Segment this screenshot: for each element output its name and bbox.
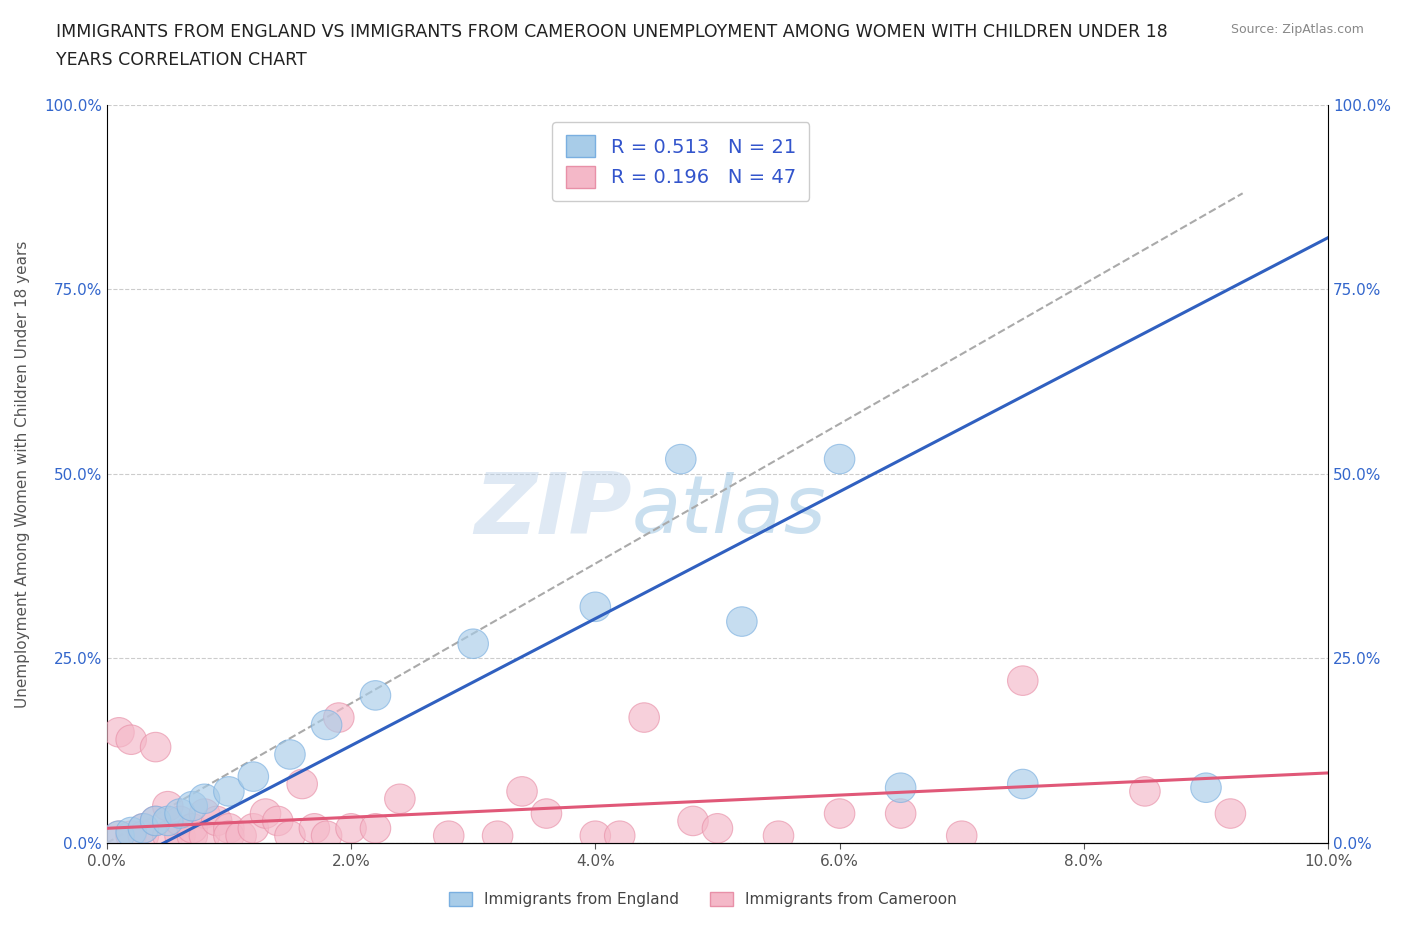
Ellipse shape	[299, 814, 329, 844]
Ellipse shape	[201, 806, 232, 836]
Text: Source: ZipAtlas.com: Source: ZipAtlas.com	[1230, 23, 1364, 36]
Ellipse shape	[360, 681, 391, 711]
Ellipse shape	[274, 821, 305, 850]
Ellipse shape	[238, 814, 269, 844]
Ellipse shape	[263, 806, 292, 836]
Ellipse shape	[678, 806, 709, 836]
Text: IMMIGRANTS FROM ENGLAND VS IMMIGRANTS FROM CAMEROON UNEMPLOYMENT AMONG WOMEN WIT: IMMIGRANTS FROM ENGLAND VS IMMIGRANTS FR…	[56, 23, 1168, 41]
Ellipse shape	[115, 821, 146, 850]
Ellipse shape	[824, 799, 855, 829]
Ellipse shape	[141, 806, 172, 836]
Ellipse shape	[727, 606, 758, 636]
Ellipse shape	[153, 806, 183, 836]
Text: ZIP: ZIP	[474, 470, 631, 552]
Ellipse shape	[665, 445, 696, 474]
Legend: Immigrants from England, Immigrants from Cameroon: Immigrants from England, Immigrants from…	[443, 885, 963, 913]
Ellipse shape	[190, 784, 219, 814]
Ellipse shape	[323, 703, 354, 732]
Ellipse shape	[581, 592, 610, 621]
Ellipse shape	[165, 799, 195, 829]
Ellipse shape	[226, 821, 256, 850]
Ellipse shape	[250, 799, 281, 829]
Ellipse shape	[385, 784, 415, 814]
Ellipse shape	[506, 777, 537, 806]
Ellipse shape	[433, 821, 464, 850]
Ellipse shape	[458, 629, 488, 658]
Ellipse shape	[214, 821, 245, 850]
Ellipse shape	[336, 814, 367, 844]
Ellipse shape	[104, 821, 134, 850]
Ellipse shape	[177, 814, 208, 844]
Ellipse shape	[153, 791, 183, 821]
Ellipse shape	[824, 445, 855, 474]
Ellipse shape	[1129, 777, 1160, 806]
Ellipse shape	[702, 814, 733, 844]
Ellipse shape	[1008, 666, 1038, 696]
Ellipse shape	[311, 821, 342, 850]
Ellipse shape	[360, 814, 391, 844]
Ellipse shape	[115, 725, 146, 754]
Ellipse shape	[531, 799, 562, 829]
Ellipse shape	[190, 821, 219, 850]
Text: atlas: atlas	[631, 472, 827, 550]
Ellipse shape	[238, 762, 269, 791]
Ellipse shape	[605, 821, 636, 850]
Ellipse shape	[190, 799, 219, 829]
Ellipse shape	[287, 769, 318, 799]
Ellipse shape	[628, 703, 659, 732]
Ellipse shape	[165, 821, 195, 850]
Ellipse shape	[1191, 773, 1222, 803]
Ellipse shape	[128, 821, 159, 850]
Ellipse shape	[946, 821, 977, 850]
Ellipse shape	[214, 814, 245, 844]
Ellipse shape	[115, 817, 146, 847]
Ellipse shape	[165, 806, 195, 836]
Ellipse shape	[581, 821, 610, 850]
Ellipse shape	[763, 821, 794, 850]
Ellipse shape	[128, 814, 159, 844]
Ellipse shape	[1215, 799, 1246, 829]
Ellipse shape	[141, 806, 172, 836]
Ellipse shape	[311, 711, 342, 739]
Ellipse shape	[141, 732, 172, 762]
Ellipse shape	[128, 814, 159, 844]
Ellipse shape	[886, 799, 915, 829]
Ellipse shape	[274, 739, 305, 769]
Legend: R = 0.513   N = 21, R = 0.196   N = 47: R = 0.513 N = 21, R = 0.196 N = 47	[553, 122, 810, 201]
Ellipse shape	[886, 773, 915, 803]
Ellipse shape	[104, 718, 134, 747]
Ellipse shape	[104, 821, 134, 850]
Y-axis label: Unemployment Among Women with Children Under 18 years: Unemployment Among Women with Children U…	[15, 240, 30, 708]
Ellipse shape	[482, 821, 513, 850]
Ellipse shape	[177, 791, 208, 821]
Ellipse shape	[177, 821, 208, 850]
Ellipse shape	[214, 777, 245, 806]
Text: YEARS CORRELATION CHART: YEARS CORRELATION CHART	[56, 51, 307, 69]
Ellipse shape	[153, 821, 183, 850]
Ellipse shape	[1008, 769, 1038, 799]
